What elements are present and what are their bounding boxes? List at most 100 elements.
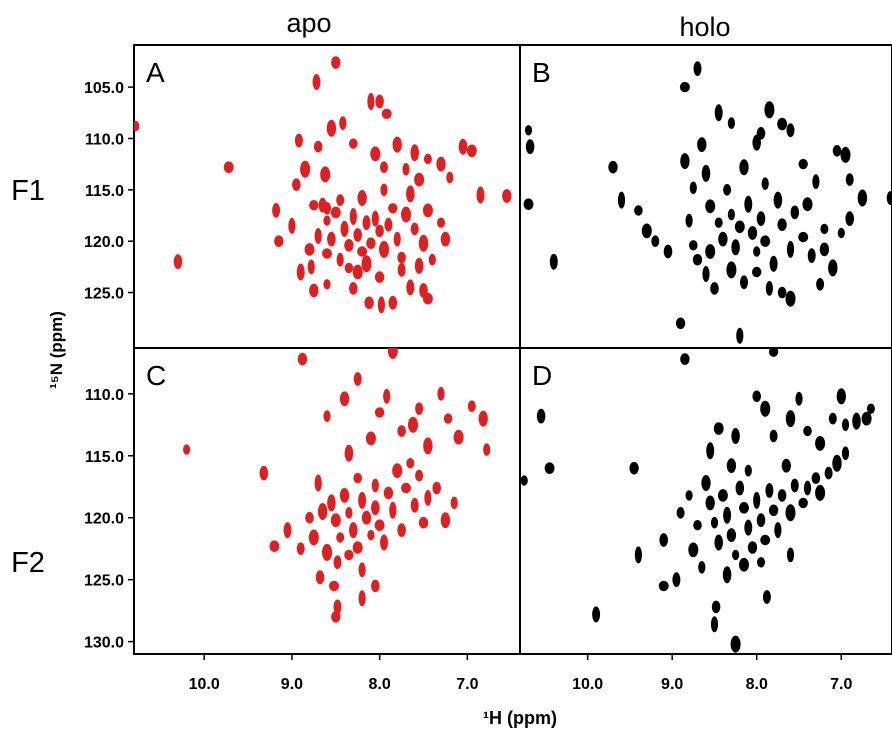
peak xyxy=(380,534,388,551)
peak xyxy=(679,81,690,93)
peak xyxy=(397,425,406,437)
peak xyxy=(440,231,451,247)
peak-group xyxy=(134,56,512,314)
peak xyxy=(339,488,350,503)
peak xyxy=(406,185,415,203)
peak xyxy=(357,246,368,257)
peak xyxy=(811,472,821,484)
peak xyxy=(777,489,787,502)
peak xyxy=(739,557,749,572)
peak xyxy=(714,104,723,122)
peak xyxy=(336,252,344,267)
peak xyxy=(736,327,744,344)
peak xyxy=(731,239,740,256)
peak xyxy=(371,579,380,593)
peak xyxy=(320,166,331,183)
peak xyxy=(617,191,626,209)
peak xyxy=(380,161,388,173)
peak xyxy=(685,490,693,501)
peak xyxy=(336,194,345,206)
peak xyxy=(349,522,358,539)
peak xyxy=(388,203,398,214)
peak xyxy=(785,290,796,307)
peak xyxy=(374,271,385,283)
peak xyxy=(820,223,829,235)
peak xyxy=(641,223,652,239)
peak xyxy=(634,546,643,564)
peak xyxy=(345,507,353,519)
panel-letter: B xyxy=(532,57,551,88)
y-tick-label: 120.0 xyxy=(84,511,124,528)
peak xyxy=(802,197,813,212)
peak xyxy=(323,279,331,290)
peak xyxy=(458,138,468,155)
peak xyxy=(803,425,812,437)
peak xyxy=(296,542,305,555)
peak xyxy=(272,203,281,218)
x-axis-label: ¹H (ppm) xyxy=(483,708,557,728)
peak xyxy=(756,513,766,528)
panel-c: C 110.0 115.0 120.0 125.0 130.0 10.0 9.0 8.0 7.0 xyxy=(84,347,521,693)
peak xyxy=(832,454,842,472)
peak xyxy=(313,140,323,153)
peak xyxy=(701,475,711,491)
peak xyxy=(375,224,384,238)
peak xyxy=(815,436,826,451)
peak xyxy=(658,580,669,592)
peak xyxy=(812,174,820,190)
peak xyxy=(424,489,432,506)
peak xyxy=(330,513,341,528)
peak xyxy=(418,516,429,529)
peak xyxy=(375,94,384,109)
peak xyxy=(852,412,861,430)
peak xyxy=(786,240,795,258)
peak xyxy=(740,275,748,290)
peak xyxy=(744,464,752,477)
peak xyxy=(330,206,341,219)
peak xyxy=(374,407,385,418)
peak xyxy=(340,220,349,237)
y-tick-label: 120.0 xyxy=(84,234,124,251)
peak xyxy=(410,144,420,162)
peak xyxy=(383,486,394,500)
peak xyxy=(476,186,485,204)
peak xyxy=(777,218,787,231)
peak xyxy=(361,510,372,525)
peak xyxy=(283,522,292,539)
peak xyxy=(768,348,779,357)
peak xyxy=(483,443,491,456)
peak xyxy=(685,213,693,228)
peak xyxy=(726,528,737,542)
peak xyxy=(388,295,398,310)
peak xyxy=(524,125,533,136)
peak xyxy=(760,534,771,546)
peak xyxy=(710,516,719,529)
peak xyxy=(443,413,453,424)
peak xyxy=(592,606,601,623)
peak xyxy=(352,264,363,280)
peak xyxy=(777,286,787,299)
peak xyxy=(629,461,639,475)
peak xyxy=(731,428,740,444)
peak xyxy=(536,408,546,424)
peak xyxy=(305,511,314,524)
peak-group xyxy=(183,348,491,623)
y-axis-label: ¹⁵N (ppm) xyxy=(47,311,66,389)
peak xyxy=(327,231,336,247)
peak xyxy=(371,210,379,227)
panel-b: B xyxy=(519,44,892,349)
peak xyxy=(739,159,749,176)
peak xyxy=(798,158,808,170)
x-tick-label: 8.0 xyxy=(746,676,768,693)
peak xyxy=(352,541,363,554)
peak xyxy=(446,171,454,184)
x-tick-label: 9.0 xyxy=(281,676,303,693)
peak xyxy=(364,296,374,310)
peak xyxy=(365,431,376,446)
peak xyxy=(344,444,354,462)
peak xyxy=(397,263,406,277)
peak xyxy=(781,458,791,473)
peak xyxy=(756,211,766,227)
peak xyxy=(807,248,816,263)
